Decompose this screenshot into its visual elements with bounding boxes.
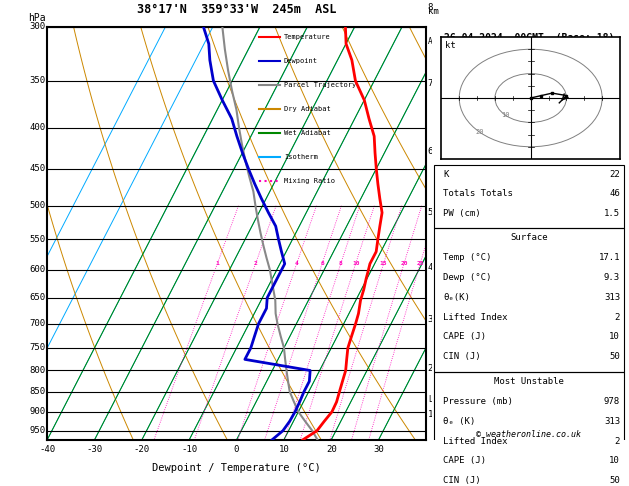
Text: Dewpoint: Dewpoint [284,58,318,64]
Text: Lifted Index: Lifted Index [443,436,508,446]
Text: θₑ (K): θₑ (K) [443,417,476,426]
Text: 8: 8 [428,3,433,12]
Text: Lifted Index: Lifted Index [443,312,508,322]
Text: 2: 2 [253,261,257,266]
Text: 10: 10 [610,332,620,342]
Text: 6: 6 [320,261,324,266]
Text: 26.04.2024  00GMT  (Base: 18): 26.04.2024 00GMT (Base: 18) [443,33,614,43]
Text: 10: 10 [352,261,359,266]
Text: 5: 5 [428,208,433,217]
Text: © weatheronline.co.uk: © weatheronline.co.uk [476,430,581,439]
Text: -20: -20 [134,445,150,454]
Text: Pressure (mb): Pressure (mb) [443,397,513,406]
Text: 500: 500 [29,201,45,210]
Text: ASL: ASL [428,37,442,46]
Text: 1.5: 1.5 [604,209,620,218]
Text: 400: 400 [29,123,45,132]
Text: 950: 950 [29,426,45,435]
Text: 978: 978 [604,397,620,406]
Text: 6: 6 [428,147,433,156]
Text: 50: 50 [610,352,620,361]
Text: 313: 313 [604,417,620,426]
Text: 350: 350 [29,76,45,85]
Text: 10: 10 [610,456,620,466]
Bar [433,228,624,372]
Text: Dry Adiabat: Dry Adiabat [284,106,331,112]
Text: CAPE (J): CAPE (J) [443,332,486,342]
Text: km: km [428,7,438,17]
Text: Parcel Trajectory: Parcel Trajectory [284,82,356,88]
Text: 450: 450 [29,164,45,174]
Text: 900: 900 [29,407,45,417]
Text: Wet Adiabat: Wet Adiabat [284,130,331,136]
Text: 800: 800 [29,366,45,375]
Text: -40: -40 [39,445,55,454]
Text: θₑ(K): θₑ(K) [443,293,470,302]
Text: 4: 4 [295,261,299,266]
Text: Mixing Ratio (g/kg): Mixing Ratio (g/kg) [456,190,465,277]
Text: PW (cm): PW (cm) [443,209,481,218]
Text: CIN (J): CIN (J) [443,476,481,485]
Text: 25: 25 [416,261,424,266]
Text: 7: 7 [428,79,433,88]
Text: -30: -30 [86,445,103,454]
Text: 0: 0 [234,445,239,454]
Text: Dewp (°C): Dewp (°C) [443,273,492,282]
Text: 700: 700 [29,319,45,328]
Text: K: K [443,170,448,179]
Text: 850: 850 [29,387,45,396]
Text: 10: 10 [279,445,289,454]
Text: 300: 300 [29,22,45,31]
Text: 8: 8 [339,261,343,266]
Text: Isotherm: Isotherm [284,154,318,160]
Text: 20: 20 [326,445,337,454]
Text: 30: 30 [373,445,384,454]
Text: 9.3: 9.3 [604,273,620,282]
Text: 22: 22 [610,170,620,179]
Text: hPa: hPa [28,13,45,22]
Text: 750: 750 [29,344,45,352]
Text: 50: 50 [610,476,620,485]
Text: Mixing Ratio: Mixing Ratio [284,178,335,184]
Text: 3: 3 [428,315,433,324]
Text: CAPE (J): CAPE (J) [443,456,486,466]
Text: 20: 20 [400,261,408,266]
Text: 15: 15 [380,261,387,266]
Text: 1: 1 [215,261,219,266]
Text: 46: 46 [610,190,620,198]
Text: Most Unstable: Most Unstable [494,377,564,386]
Text: -10: -10 [181,445,198,454]
Text: 1: 1 [428,410,433,419]
Text: Surface: Surface [510,233,548,243]
Text: Totals Totals: Totals Totals [443,190,513,198]
Text: 4: 4 [428,263,433,273]
Text: CIN (J): CIN (J) [443,352,481,361]
Bar [433,165,624,228]
Text: Temp (°C): Temp (°C) [443,253,492,262]
Text: LCL: LCL [428,395,442,403]
Text: 2: 2 [615,436,620,446]
Text: 2: 2 [428,364,433,373]
Text: 550: 550 [29,235,45,243]
Text: Dewpoint / Temperature (°C): Dewpoint / Temperature (°C) [152,463,321,472]
Text: 313: 313 [604,293,620,302]
Text: 650: 650 [29,293,45,302]
Text: 600: 600 [29,265,45,274]
Text: Temperature: Temperature [284,34,331,40]
Text: 2: 2 [615,312,620,322]
Text: 17.1: 17.1 [599,253,620,262]
Bar [433,372,624,486]
Text: 38°17'N  359°33'W  245m  ASL: 38°17'N 359°33'W 245m ASL [136,3,337,17]
